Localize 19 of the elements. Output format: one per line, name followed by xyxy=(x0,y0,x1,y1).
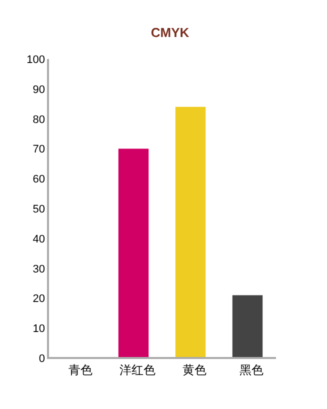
x-tick-label: 黑色 xyxy=(240,363,264,377)
y-tick-label: 30 xyxy=(32,263,45,276)
y-tick-label: 10 xyxy=(32,323,45,336)
bar xyxy=(232,295,263,358)
y-tick-label: 0 xyxy=(38,353,45,365)
x-tick-label: 黄色 xyxy=(182,363,206,377)
bar xyxy=(118,148,149,358)
y-tick-label: 20 xyxy=(32,293,45,306)
y-tick-label: 60 xyxy=(32,174,45,186)
y-tick-label: 90 xyxy=(32,84,45,96)
chart-title: CMYK xyxy=(150,25,190,40)
y-tick-label: 70 xyxy=(32,144,45,156)
y-tick-label: 40 xyxy=(32,233,45,246)
x-tick-label: 洋红色 xyxy=(120,363,156,377)
y-tick-label: 80 xyxy=(32,114,45,126)
bar xyxy=(175,106,206,358)
x-tick-label: 青色 xyxy=(68,363,92,377)
y-tick-label: 100 xyxy=(26,54,45,66)
y-tick-label: 50 xyxy=(32,204,45,216)
